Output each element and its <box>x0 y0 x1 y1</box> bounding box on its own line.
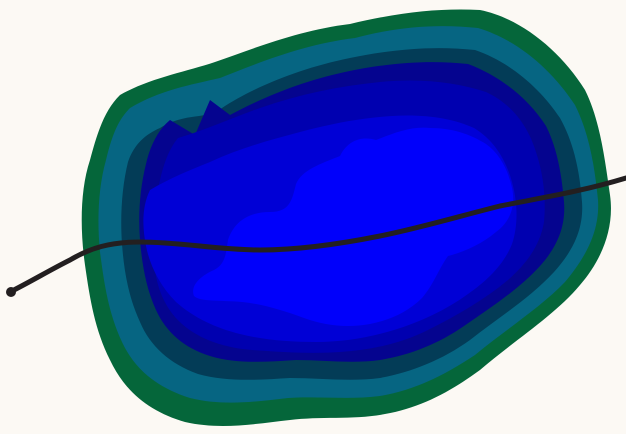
depth-zone-deepest <box>193 127 514 326</box>
route-start-marker <box>6 287 16 297</box>
route-line <box>7 175 626 295</box>
